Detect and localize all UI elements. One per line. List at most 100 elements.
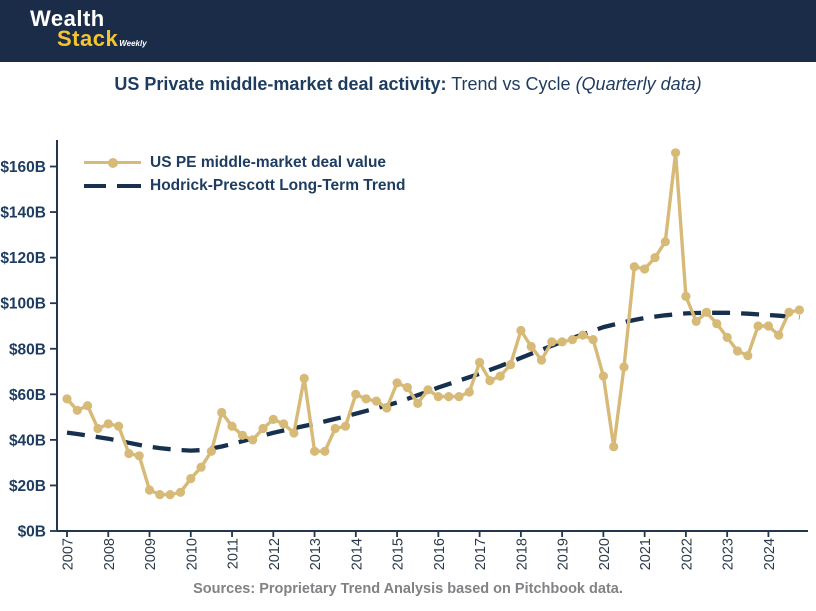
data-point-marker [444,392,454,402]
chart-legend: US PE middle-market deal value Hodrick-P… [84,151,406,197]
data-point-marker [516,325,526,336]
data-point-marker [578,330,588,340]
data-point-marker [526,341,536,352]
data-point-marker [691,316,701,326]
logo-stack-line: StackWeekly [57,28,147,50]
y-tick-label: $40B [9,432,46,449]
x-tick-label: 2017 [473,538,489,570]
y-tick-label: $160B [0,159,46,176]
data-point-marker [547,337,557,347]
x-tick-label: 2013 [308,538,324,570]
x-tick-label: 2020 [597,538,613,570]
data-point-marker [382,403,392,413]
data-point-marker [588,335,598,345]
data-point-marker [134,451,144,461]
data-point-marker [567,335,578,345]
data-point-marker [237,430,247,440]
wealthstack-logo: Wealth StackWeekly [30,8,147,50]
x-tick-label: 2024 [762,538,778,570]
data-point-marker [475,357,485,367]
x-tick-label: 2016 [432,538,448,570]
data-point-marker [763,321,774,331]
data-point-marker [464,387,474,397]
data-point-marker [681,291,691,301]
data-point-marker [650,253,660,263]
top-banner: Wealth StackWeekly [0,0,816,62]
x-tick-label: 2022 [679,538,695,570]
x-tick-label: 2018 [514,538,530,570]
title-bold-part: US Private middle-market deal activity: [114,74,447,94]
data-point-marker [732,346,743,356]
data-point-marker [392,378,402,388]
axes [56,140,808,532]
data-point-marker [505,360,516,370]
data-point-marker [258,423,268,434]
data-point-marker [701,307,712,317]
data-point-marker [72,405,82,415]
data-point-marker [619,362,629,372]
data-point-marker [175,487,186,497]
x-tick-label: 2023 [721,538,737,570]
y-tick-label: $0B [18,524,46,541]
trend-line-series [66,310,800,453]
data-point-marker [206,446,216,456]
x-axis-ticks: 2007 2008 2009 2010 2011 2012 2013 2014 2015 2016… [61,531,778,570]
data-point-marker [124,448,134,459]
x-tick-label: 2021 [638,538,654,570]
x-tick-label: 2012 [267,538,283,570]
data-point-marker [310,446,320,456]
data-point-marker [753,321,763,331]
data-point-marker [433,392,443,402]
data-point-marker [413,398,423,408]
data-point-marker [743,351,753,361]
data-point-marker [248,435,258,445]
x-tick-label: 2010 [184,538,200,570]
data-point-marker [371,396,381,406]
data-point-marker [144,485,155,495]
legend-item-deal-value: US PE middle-market deal value [84,151,406,174]
x-tick-label: 2014 [349,538,365,570]
data-point-marker [320,446,330,456]
x-tick-label: 2007 [61,538,77,570]
data-point-marker [217,407,227,418]
data-point-marker [340,421,351,431]
data-point-marker [227,421,237,431]
data-point-marker [351,389,361,399]
deal-value-series [62,148,805,500]
y-tick-label: $80B [9,341,46,358]
legend-label: Hodrick-Prescott Long-Term Trend [150,176,406,194]
logo-wealth-text: Wealth [30,6,105,31]
legend-label: US PE middle-market deal value [150,153,387,171]
data-point-marker [536,355,547,365]
x-tick-label: 2009 [143,538,159,570]
data-point-marker [402,382,412,393]
logo-stack-text: Stack [57,26,119,51]
data-point-marker [165,490,175,500]
y-tick-label: $140B [0,205,46,222]
y-axis-ticks: $0B $20B $40B $60B $80B $100B $120B $140B $160B [0,159,57,541]
data-point-marker [279,419,289,429]
data-point-marker [774,330,784,340]
data-point-marker [629,262,639,272]
y-tick-label: $120B [0,250,46,267]
data-point-marker [423,385,433,395]
data-point-marker [557,337,567,347]
dashed-line-icon [84,181,141,191]
data-point-marker [712,319,722,329]
data-point-marker [794,305,805,315]
y-tick-label: $60B [9,387,46,404]
page-title: US Private middle-market deal activity: … [0,74,816,95]
data-point-marker [62,394,72,404]
data-point-marker [186,474,196,484]
data-point-marker [103,419,113,429]
data-point-marker [83,401,93,411]
data-point-marker [268,414,278,424]
data-point-marker [299,373,309,383]
title-regular-part: Trend vs Cycle [446,74,576,94]
data-point-marker [289,428,299,438]
data-point-marker [155,490,165,500]
data-point-marker [485,376,495,386]
y-tick-label: $100B [0,296,46,313]
